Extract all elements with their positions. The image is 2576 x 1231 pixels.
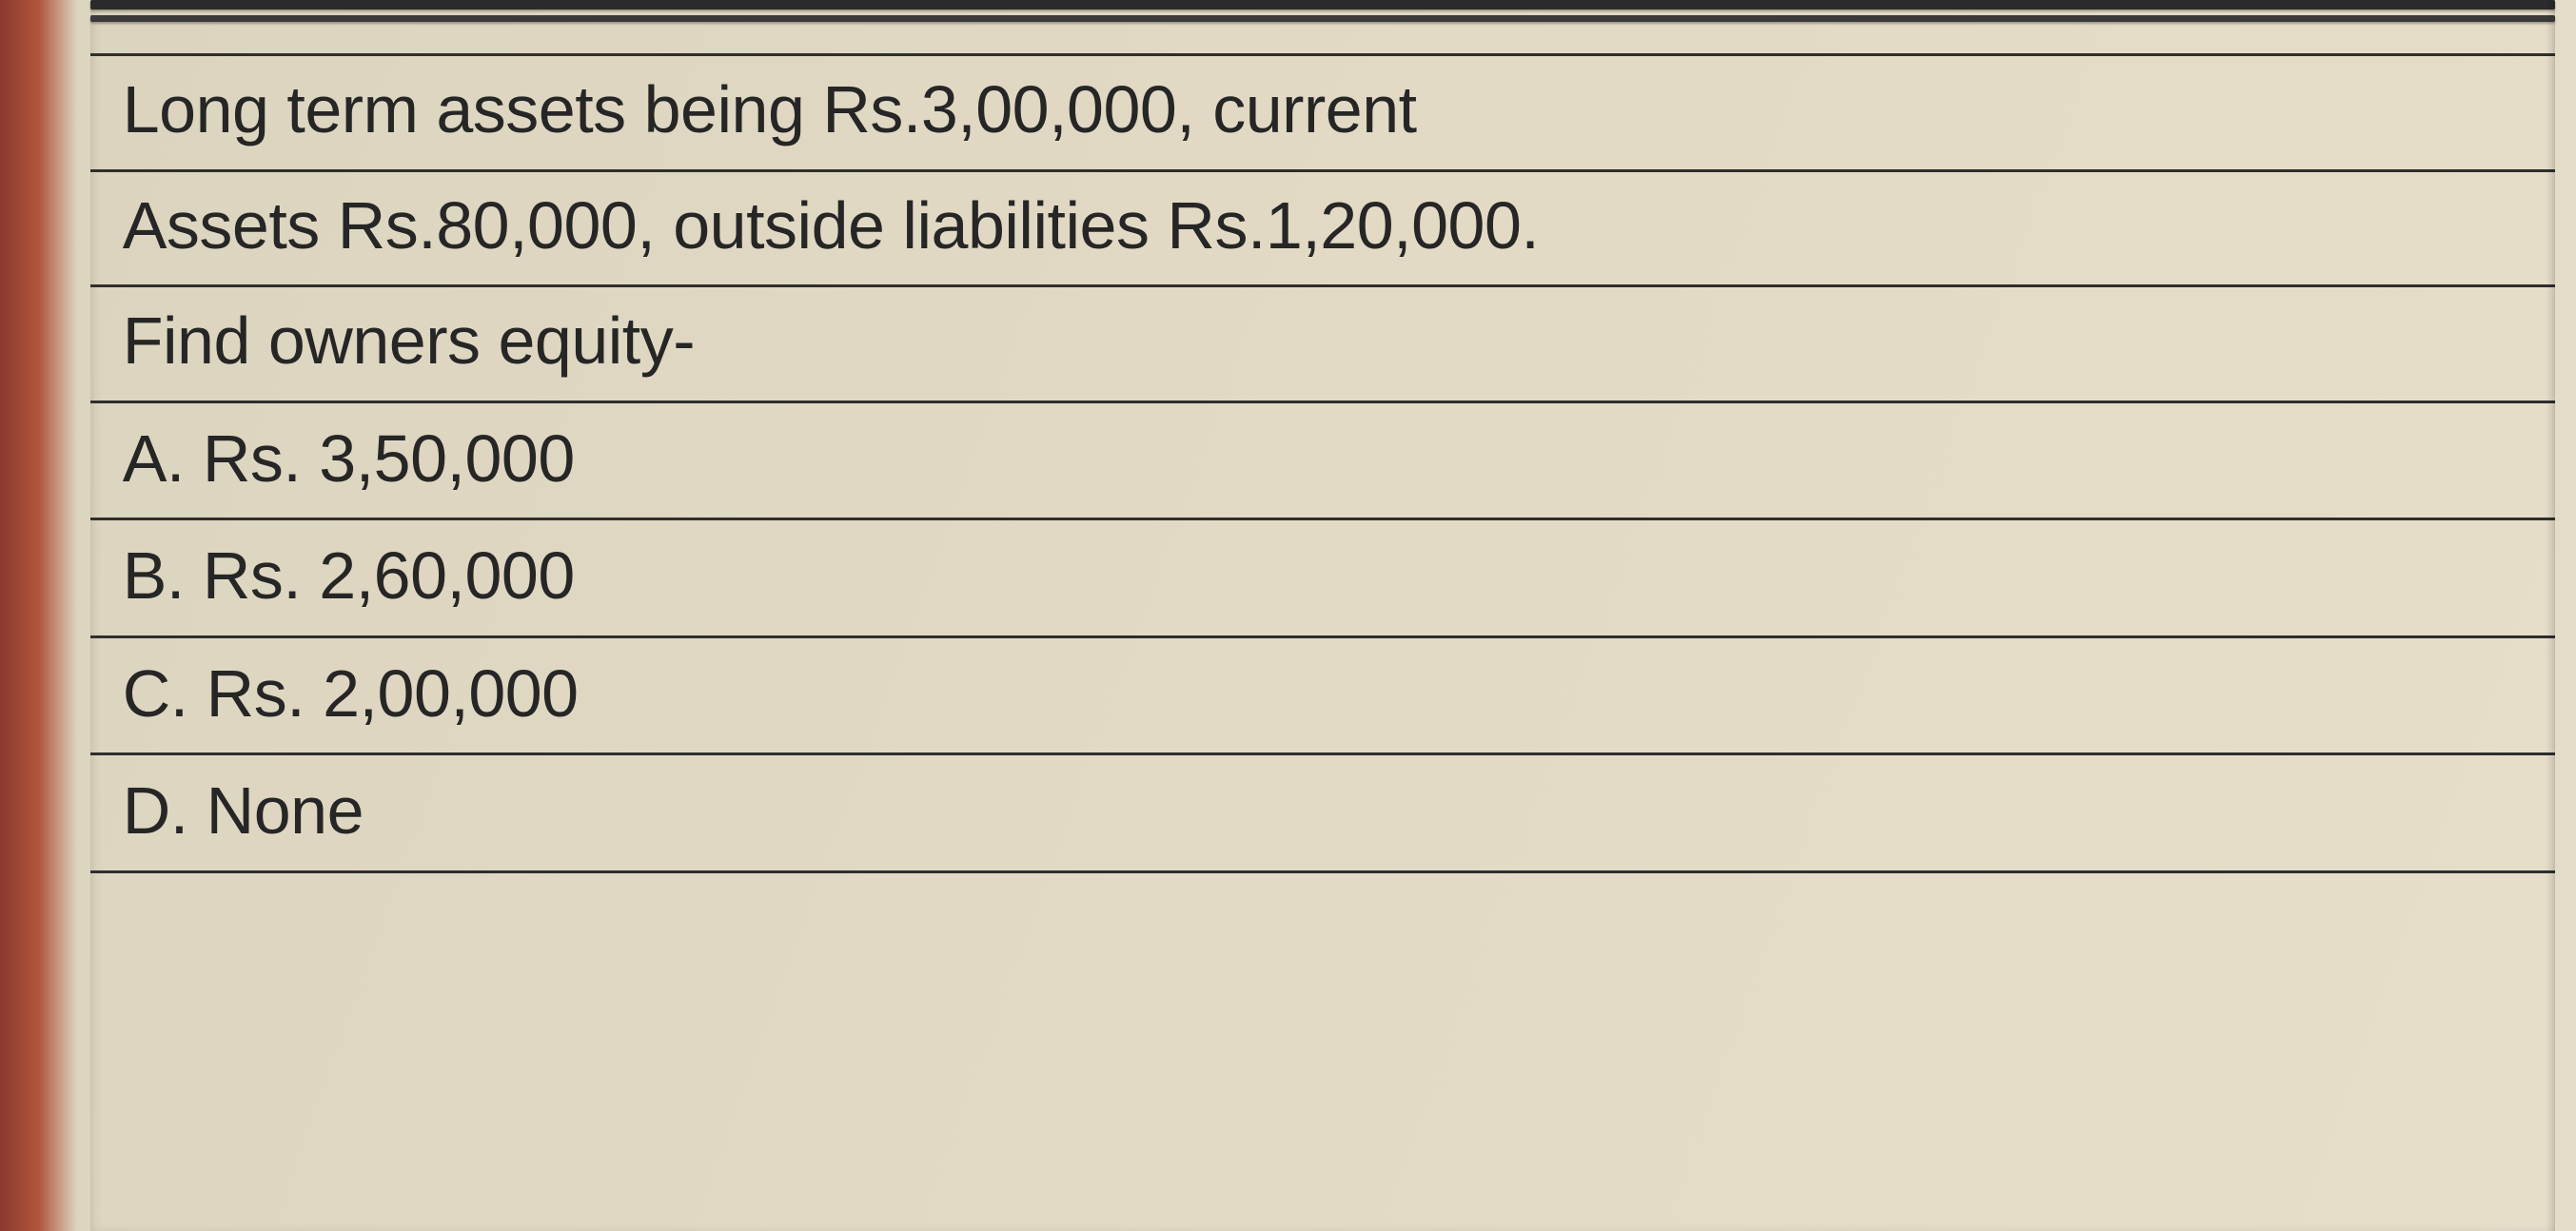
option-d[interactable]: D. None [90, 752, 2556, 873]
worksheet-page: Long term assets being Rs.3,00,000, curr… [90, 0, 2556, 1231]
header-bar-thick [90, 0, 2556, 10]
top-header-bars [90, 0, 2556, 28]
option-c[interactable]: C. Rs. 2,00,000 [90, 635, 2556, 753]
option-b[interactable]: B. Rs. 2,60,000 [90, 518, 2556, 635]
question-prompt: Find owners equity- [90, 284, 2556, 401]
question-line-1: Long term assets being Rs.3,00,000, curr… [90, 53, 2556, 169]
question-line-2: Assets Rs.80,000, outside liabilities Rs… [90, 169, 2556, 285]
page-right-shadow [2546, 0, 2555, 1231]
header-bar-thin [90, 15, 2556, 22]
option-a[interactable]: A. Rs. 3,50,000 [90, 401, 2556, 518]
question-block: Long term assets being Rs.3,00,000, curr… [90, 53, 2556, 1231]
